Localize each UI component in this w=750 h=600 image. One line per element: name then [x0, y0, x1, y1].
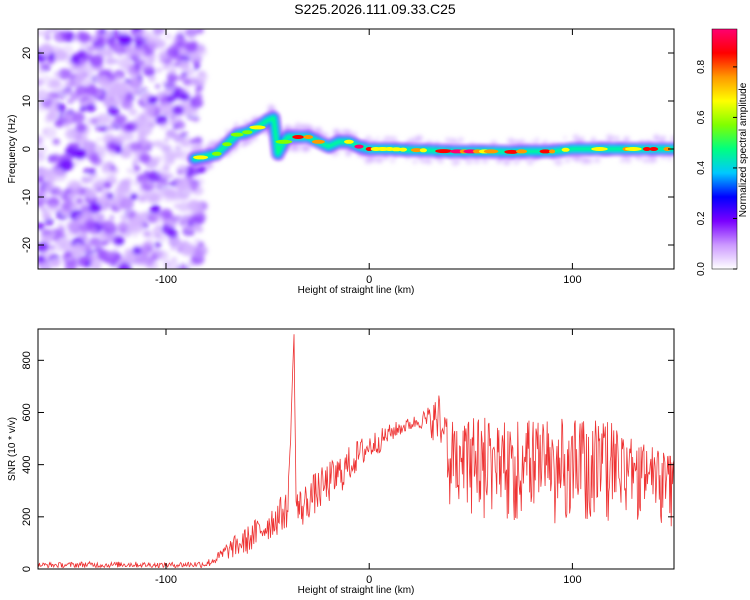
snr-y-tick-label: 200: [21, 508, 33, 526]
spectrogram-y-label: Frequency (Hz): [7, 115, 18, 184]
colorbar-tick-label: 0.2: [696, 211, 707, 225]
snr-x-tick-label: 100: [563, 574, 581, 586]
spectrogram-x-tick-label: 0: [366, 274, 372, 286]
snr-x-tick-label: -100: [155, 574, 177, 586]
spectrogram-y-tick-label: -10: [21, 189, 33, 205]
snr-panel: -100 0 100 0 200 400 600 800 Height of straight…: [7, 328, 675, 596]
snr-y-label: SNR (10 * v/v): [7, 417, 18, 481]
spectrogram-x-tick-label: 100: [563, 274, 581, 286]
ridge-hotspots: [193, 125, 671, 160]
snr-line: [38, 334, 674, 569]
snr-y-tick-label: 800: [21, 351, 33, 369]
colorbar-tick-label: 0.6: [696, 110, 707, 124]
snr-frame: [37, 328, 675, 570]
snr-y-tick-label: 600: [21, 403, 33, 421]
colorbar-tick-label: 0.0: [696, 262, 707, 276]
colorbar-label: Normalized spectral amplitude: [738, 82, 749, 217]
spectrogram-x-tick-label: -100: [155, 274, 177, 286]
colorbar-tick-label: 0.8: [696, 60, 707, 74]
noise-speckle: [38, 29, 208, 269]
snr-x-label: Height of straight line (km): [298, 585, 415, 596]
snr-y-tick-label: 400: [21, 455, 33, 473]
snr-x-tick-label: 0: [366, 574, 372, 586]
spectrogram-x-label: Height of straight line (km): [298, 285, 415, 296]
colorbar-gradient: [711, 28, 738, 270]
spectrogram-y-tick-label: 0: [21, 146, 33, 152]
colorbar: 0.0 0.2 0.4 0.6 0.8 Normalized spectral ampl…: [696, 28, 749, 276]
snr-y-tick-label: 0: [21, 566, 33, 572]
spectrogram-y-tick-label: -20: [21, 237, 33, 253]
colorbar-tick-label: 0.4: [696, 161, 707, 175]
chart-title: S225.2026.111.09.33.C25: [294, 1, 456, 17]
spectrogram-y-tick-label: 10: [21, 95, 33, 107]
spectral-ridge: [187, 110, 674, 166]
spectrogram-y-tick-label: 20: [21, 47, 33, 59]
